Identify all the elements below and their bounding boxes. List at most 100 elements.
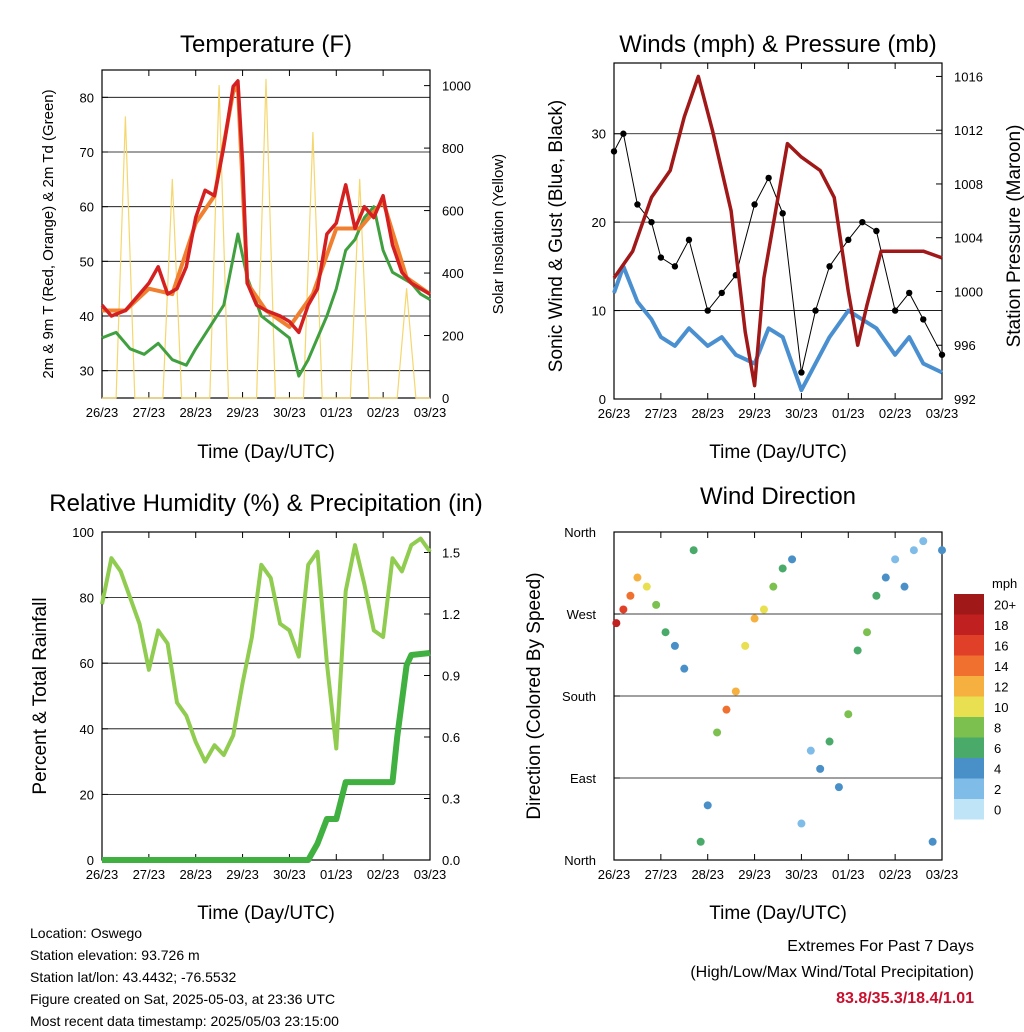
direction-point <box>689 546 698 555</box>
direction-xtick-label: 29/23 <box>738 867 771 882</box>
humidity-xtick-label: 27/23 <box>133 867 166 882</box>
direction-point <box>881 573 890 582</box>
direction-point <box>909 546 918 555</box>
humidity-title: Relative Humidity (%) & Precipitation (i… <box>49 490 482 517</box>
temperature-ytick-label: 70 <box>80 145 94 160</box>
winds-y2tick-label: 996 <box>954 338 976 353</box>
pressure-line <box>612 74 943 388</box>
winds-ytick-label: 30 <box>592 127 606 142</box>
temperature-frame <box>101 69 431 399</box>
temperature-panel: Temperature (F) 304050607080020040060080… <box>40 31 507 463</box>
temperature-ytick-label: 60 <box>80 200 94 215</box>
temperature-ylabel-left: 2m & 9m T (Red, Orange) & 2m Td (Green) <box>40 89 57 378</box>
direction-point <box>633 573 642 582</box>
direction-xtick-label: 26/23 <box>598 867 631 882</box>
temperature-title: Temperature (F) <box>180 31 352 58</box>
winds-xtick-label: 30/23 <box>785 406 818 421</box>
direction-point <box>778 564 787 573</box>
direction-point <box>900 582 909 591</box>
winds-ytick-label: 10 <box>592 304 606 319</box>
extremes-box: Extremes For Past 7 Days (High/Low/Max W… <box>690 934 974 1012</box>
humidity-y2tick-label: 1.5 <box>442 546 460 561</box>
legend-label: 16 <box>994 638 1008 653</box>
direction-point <box>731 687 740 696</box>
legend-label: 14 <box>994 659 1008 674</box>
temperature-xtick-label: 02/23 <box>367 405 400 420</box>
legend-swatch <box>954 696 984 717</box>
winds-xtick-label: 26/23 <box>598 406 631 421</box>
temperature-y2tick-label: 400 <box>442 266 464 281</box>
legend-label: 4 <box>994 761 1001 776</box>
extremes-subheading: (High/Low/Max Wind/Total Precipitation) <box>690 964 974 981</box>
direction-point <box>661 628 670 637</box>
humidity-xtick-label: 03/23 <box>414 867 447 882</box>
direction-point <box>872 591 881 600</box>
direction-point <box>670 641 679 650</box>
direction-ytick-label: North <box>564 853 596 868</box>
legend-label: 10 <box>994 700 1008 715</box>
dewpoint-line <box>101 205 431 378</box>
humidity-ytick-label: 80 <box>80 591 94 606</box>
solar-insolation-line <box>102 78 430 399</box>
humidity-ylabel-left: Percent & Total Rainfall <box>30 597 51 794</box>
winds-panel: Winds (mph) & Pressure (mb) 0 10 20 30 992 99… <box>546 31 1024 463</box>
extremes-heading: Extremes For Past 7 Days <box>787 938 974 955</box>
temperature-ytick-label: 30 <box>80 364 94 379</box>
direction-xtick-label: 27/23 <box>645 867 678 882</box>
direction-ytick-label: West <box>567 607 597 622</box>
humidity-ytick-label: 20 <box>80 787 94 802</box>
humidity-ytick-label: 0 <box>87 853 94 868</box>
winds-xtick-label: 02/23 <box>879 406 912 421</box>
humidity-xtick-label: 26/23 <box>86 867 119 882</box>
temperature-y2tick-label: 600 <box>442 204 464 219</box>
humidity-frame <box>101 531 431 861</box>
direction-point <box>619 605 628 614</box>
elevation-text: Station elevation: 93.726 m <box>30 947 200 963</box>
direction-point <box>769 582 778 591</box>
direction-panel: Wind Direction NorthEastSouthWestNorth26… <box>524 483 1017 924</box>
direction-point <box>853 646 862 655</box>
temperature-xtick-label: 03/23 <box>414 405 447 420</box>
temperature-ytick-label: 80 <box>80 90 94 105</box>
temperature-xtick-label: 01/23 <box>320 405 353 420</box>
temperature-ytick-label: 40 <box>80 309 94 324</box>
direction-point <box>919 537 928 546</box>
legend-swatch <box>954 614 984 635</box>
legend-swatch <box>954 799 984 820</box>
temperature-xtick-label: 30/23 <box>273 405 306 420</box>
direction-xtick-label: 02/23 <box>879 867 912 882</box>
temperature-y2tick-label: 200 <box>442 329 464 344</box>
direction-xlabel: Time (Day/UTC) <box>709 903 847 924</box>
direction-point <box>696 837 705 846</box>
direction-point <box>713 728 722 737</box>
humidity-xtick-label: 02/23 <box>367 867 400 882</box>
direction-point <box>626 591 635 600</box>
winds-xtick-label: 29/23 <box>738 406 771 421</box>
humidity-panel: Relative Humidity (%) & Precipitation (i… <box>30 490 483 924</box>
direction-point <box>938 546 946 555</box>
temperature-xlabel: Time (Day/UTC) <box>197 442 335 463</box>
legend-swatch <box>954 635 984 656</box>
humidity-xtick-label: 28/23 <box>179 867 212 882</box>
legend-label: 6 <box>994 741 1001 756</box>
direction-point <box>759 605 768 614</box>
legend-swatch <box>954 758 984 779</box>
latlon-text: Station lat/lon: 43.4432; -76.5532 <box>30 969 237 985</box>
created-text: Figure created on Sat, 2025-05-03, at 23… <box>30 991 336 1007</box>
direction-point <box>741 641 750 650</box>
winds-frame <box>613 62 943 400</box>
winds-y2tick-label: 1016 <box>954 69 983 84</box>
legend-label: 18 <box>994 618 1008 633</box>
legend-label: 2 <box>994 782 1001 797</box>
humidity-line <box>100 536 432 764</box>
legend-title: mph <box>992 576 1017 591</box>
legend-swatch <box>954 676 984 697</box>
temperature-y2tick-label: 800 <box>442 141 464 156</box>
winds-ytick-label: 20 <box>592 215 606 230</box>
winds-ylabel-left: Sonic Wind & Gust (Blue, Black) <box>546 100 567 372</box>
direction-xtick-label: 30/23 <box>785 867 818 882</box>
direction-point <box>825 737 834 746</box>
direction-point <box>750 614 759 623</box>
direction-point <box>612 619 621 628</box>
